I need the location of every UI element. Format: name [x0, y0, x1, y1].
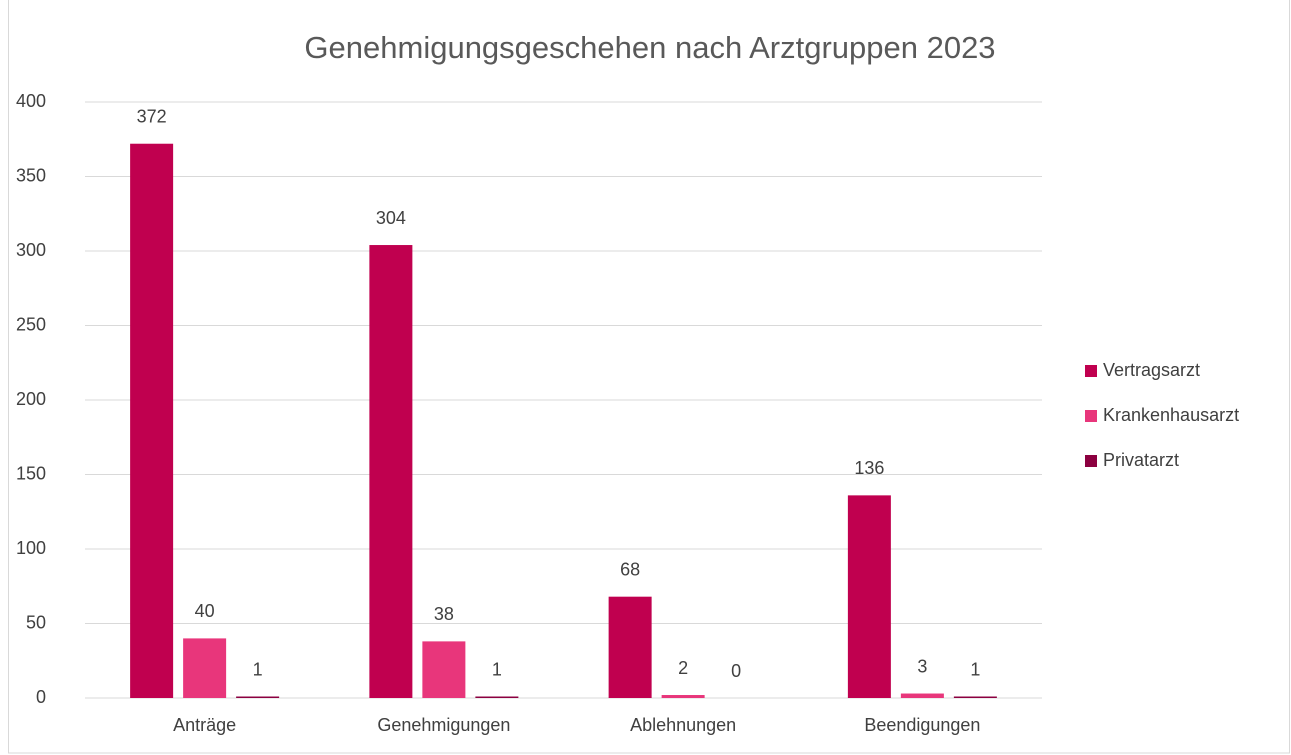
chart-title: Genehmigungsgeschehen nach Arztgruppen 2… — [304, 30, 995, 65]
legend-swatch — [1085, 365, 1097, 377]
data-label: 372 — [137, 106, 167, 126]
bar — [847, 495, 891, 698]
y-tick-label: 100 — [16, 538, 46, 558]
legend-swatch — [1085, 410, 1097, 422]
y-tick-label: 300 — [16, 240, 46, 260]
legend-label: Krankenhausarzt — [1103, 405, 1239, 425]
data-label: 304 — [376, 208, 406, 228]
data-label: 0 — [731, 661, 741, 681]
data-label: 40 — [195, 601, 215, 621]
legend-label: Vertragsarzt — [1103, 360, 1200, 380]
y-tick-label: 0 — [36, 687, 46, 707]
bar — [236, 696, 280, 698]
data-label: 68 — [620, 559, 640, 579]
x-tick-label: Beendigungen — [864, 715, 980, 735]
y-tick-label: 200 — [16, 389, 46, 409]
data-label: 3 — [917, 656, 927, 676]
bar — [130, 143, 174, 699]
data-label: 1 — [970, 659, 980, 679]
data-label: 1 — [253, 659, 263, 679]
data-label: 136 — [854, 458, 884, 478]
bar — [900, 693, 944, 698]
x-tick-label: Ablehnungen — [630, 715, 736, 735]
y-tick-label: 150 — [16, 463, 46, 483]
y-tick-label: 400 — [16, 91, 46, 111]
data-label: 1 — [492, 659, 502, 679]
bar — [953, 696, 997, 698]
y-tick-label: 50 — [26, 612, 46, 632]
x-tick-label: Anträge — [173, 715, 236, 735]
bar — [661, 695, 705, 698]
data-label: 38 — [434, 604, 454, 624]
bar — [608, 596, 652, 698]
legend-swatch — [1085, 455, 1097, 467]
bar — [475, 696, 519, 698]
y-tick-label: 250 — [16, 314, 46, 334]
x-tick-label: Genehmigungen — [377, 715, 510, 735]
data-label: 2 — [678, 658, 688, 678]
legend-label: Privatarzt — [1103, 450, 1179, 470]
bar — [422, 641, 466, 698]
bar — [183, 638, 227, 698]
bar — [369, 245, 413, 699]
y-tick-label: 350 — [16, 165, 46, 185]
